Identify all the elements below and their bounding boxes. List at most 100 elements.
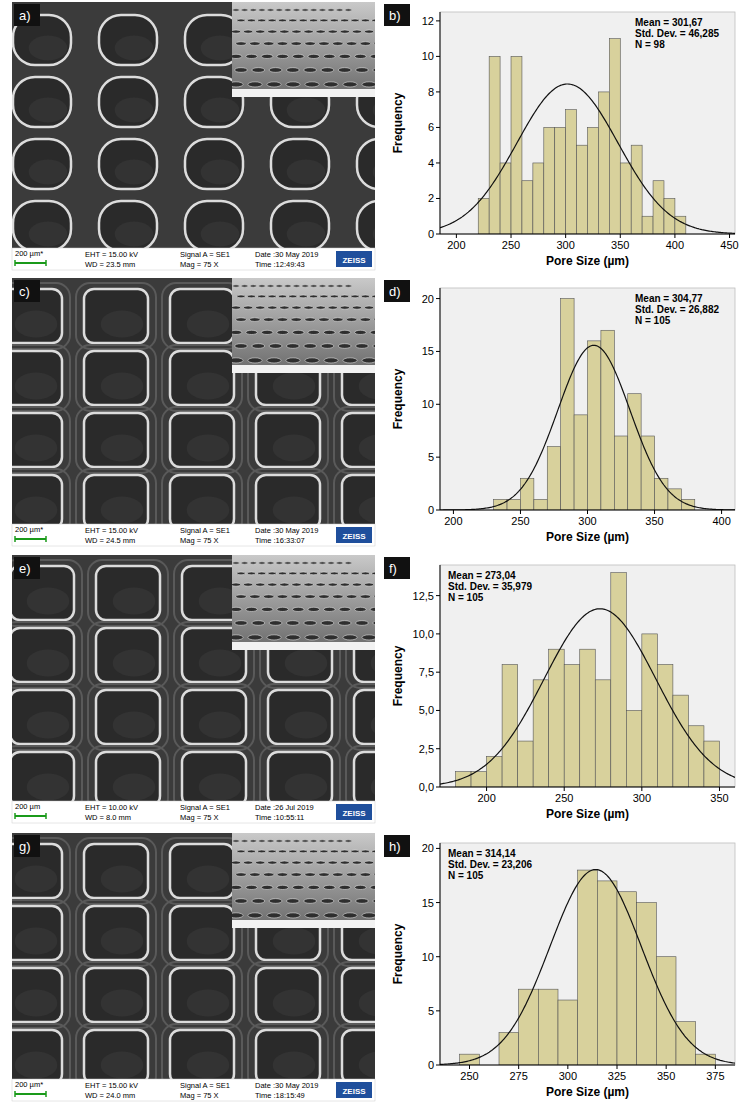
pore-floor	[101, 435, 144, 462]
pore	[84, 844, 148, 898]
wd: WD = 24.0 mm	[85, 1091, 135, 1100]
inset-pore	[302, 9, 308, 11]
bar	[642, 216, 653, 234]
inset-pore	[269, 344, 282, 349]
signal: Signal A = SE1	[180, 250, 230, 259]
strut	[334, 469, 375, 524]
x-tick	[666, 1065, 667, 1069]
y-tick	[436, 510, 440, 511]
x-tick	[620, 234, 621, 238]
strut	[248, 1024, 328, 1079]
eht: EHT = 15.00 kV	[85, 1081, 138, 1090]
pore	[99, 15, 157, 65]
annotation: Mean = 301,67	[635, 17, 703, 28]
inset-pore	[293, 840, 299, 842]
inset-pore	[280, 583, 289, 586]
strut	[76, 283, 156, 349]
y-tick	[436, 56, 440, 57]
bar	[547, 447, 560, 510]
pore-floor	[27, 650, 70, 677]
inset-pore	[305, 358, 319, 363]
pore-floor	[115, 36, 154, 61]
inset-pore	[232, 54, 242, 58]
bar	[499, 1033, 519, 1065]
bar	[597, 881, 617, 1065]
bar	[655, 478, 668, 510]
inset-pore	[304, 861, 313, 864]
inset-pore	[280, 306, 289, 309]
pore-floor	[15, 373, 58, 400]
signal: Signal A = SE1	[180, 803, 230, 812]
pore-floor	[113, 712, 156, 739]
logo: ZEISS	[342, 809, 366, 818]
inset-pore	[286, 913, 300, 918]
y-tick-label: 2	[428, 192, 434, 204]
y-tick-label: 6	[428, 121, 434, 133]
inset-pore	[370, 607, 375, 611]
pore-floor	[201, 160, 240, 185]
bar	[519, 989, 539, 1065]
pore	[170, 906, 234, 960]
x-tick	[469, 1065, 470, 1069]
pores	[12, 838, 375, 1079]
bar	[518, 741, 534, 787]
bar	[520, 478, 533, 510]
inset-pore	[310, 572, 318, 575]
inset-pore	[250, 840, 256, 842]
pore-floor	[29, 222, 68, 247]
inset-pore	[304, 344, 317, 349]
inset-pore	[343, 358, 357, 363]
inset-pore	[250, 595, 260, 599]
inset-pore	[323, 330, 335, 334]
pore	[185, 77, 243, 127]
inset-pore	[355, 899, 368, 904]
y-tick-label: 10	[422, 398, 434, 410]
x-tick-label: 400	[712, 515, 730, 527]
y-tick-label: 8	[428, 86, 434, 98]
bar	[577, 145, 588, 234]
y-axis-label: Frequency	[391, 923, 405, 984]
pore-floor	[27, 588, 70, 615]
strut	[346, 684, 375, 750]
inset-pore	[292, 861, 301, 864]
pore-floor	[373, 160, 375, 185]
pore	[96, 566, 160, 620]
x-axis-label: Pore Size (µm)	[546, 807, 629, 821]
pore	[268, 690, 332, 744]
inset-pore	[259, 9, 265, 11]
inset-pore	[321, 68, 334, 73]
inset-pore	[339, 330, 351, 334]
info-bar	[12, 801, 375, 823]
inset-pore	[241, 285, 247, 287]
pore-floor	[27, 712, 70, 739]
pore-floor	[371, 712, 375, 739]
pore	[13, 201, 71, 248]
pore-floor	[29, 36, 68, 61]
x-tick	[486, 787, 487, 791]
scale-bar	[15, 538, 46, 540]
pore-floor	[287, 160, 326, 185]
inset-pore	[299, 295, 307, 298]
inset-pore	[360, 318, 370, 322]
inset-pore	[246, 885, 258, 889]
bar	[611, 573, 627, 787]
pore-floor	[113, 774, 156, 801]
inset-pore	[256, 861, 265, 864]
inset-pore	[351, 850, 359, 853]
inset-pore	[268, 295, 276, 298]
bar	[478, 198, 489, 234]
inset-pore	[259, 285, 265, 287]
inset-pore	[373, 621, 375, 626]
bar	[460, 1054, 480, 1065]
inset-info-bar	[232, 920, 375, 928]
inset-pore	[237, 295, 245, 298]
pore	[84, 351, 148, 405]
inset-pore	[237, 572, 245, 575]
pores	[12, 560, 375, 801]
y-tick-label: 20	[422, 842, 434, 854]
y-tick	[436, 1010, 440, 1011]
inset-pore	[319, 840, 325, 842]
annotation: Std. Dev. = 35,979	[448, 581, 532, 592]
pore	[182, 752, 246, 801]
y-tick	[436, 710, 440, 711]
